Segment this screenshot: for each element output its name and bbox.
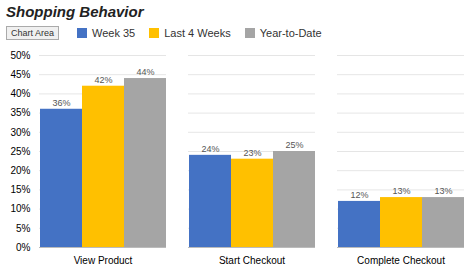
svg-text:0%: 0% xyxy=(16,242,31,253)
svg-text:44%: 44% xyxy=(136,67,154,77)
svg-text:Start Checkout: Start Checkout xyxy=(219,255,285,266)
html-text:Last 4 Weeks: Last 4 Weeks xyxy=(164,27,231,39)
html-text:Year-to-Date: Year-to-Date xyxy=(259,27,322,39)
svg-text:5%: 5% xyxy=(16,223,31,234)
html-text:Week 35: Week 35 xyxy=(92,27,136,39)
svg-text:View Product: View Product xyxy=(74,255,133,266)
svg-text:13%: 13% xyxy=(434,186,452,196)
svg-text:25%: 25% xyxy=(285,140,303,150)
svg-text:24%: 24% xyxy=(201,144,219,154)
svg-text:35%: 35% xyxy=(10,107,30,118)
svg-text:20%: 20% xyxy=(10,165,30,176)
svg-text:50%: 50% xyxy=(10,50,30,61)
svg-text:12%: 12% xyxy=(350,190,368,200)
svg-text:42%: 42% xyxy=(94,75,112,85)
html-text:Chart Area: Chart Area xyxy=(11,28,54,38)
svg-text:15%: 15% xyxy=(10,184,30,195)
svg-text:30%: 30% xyxy=(10,127,30,138)
svg-text:10%: 10% xyxy=(10,203,30,214)
svg-text:36%: 36% xyxy=(52,98,70,108)
svg-text:23%: 23% xyxy=(243,148,261,158)
svg-text:40%: 40% xyxy=(10,88,30,99)
svg-text:Complete Checkout: Complete Checkout xyxy=(357,255,445,266)
svg-text:13%: 13% xyxy=(392,186,410,196)
html-text:Shopping Behavior: Shopping Behavior xyxy=(6,3,144,20)
svg-text:45%: 45% xyxy=(10,69,30,80)
svg-text:25%: 25% xyxy=(10,146,30,157)
